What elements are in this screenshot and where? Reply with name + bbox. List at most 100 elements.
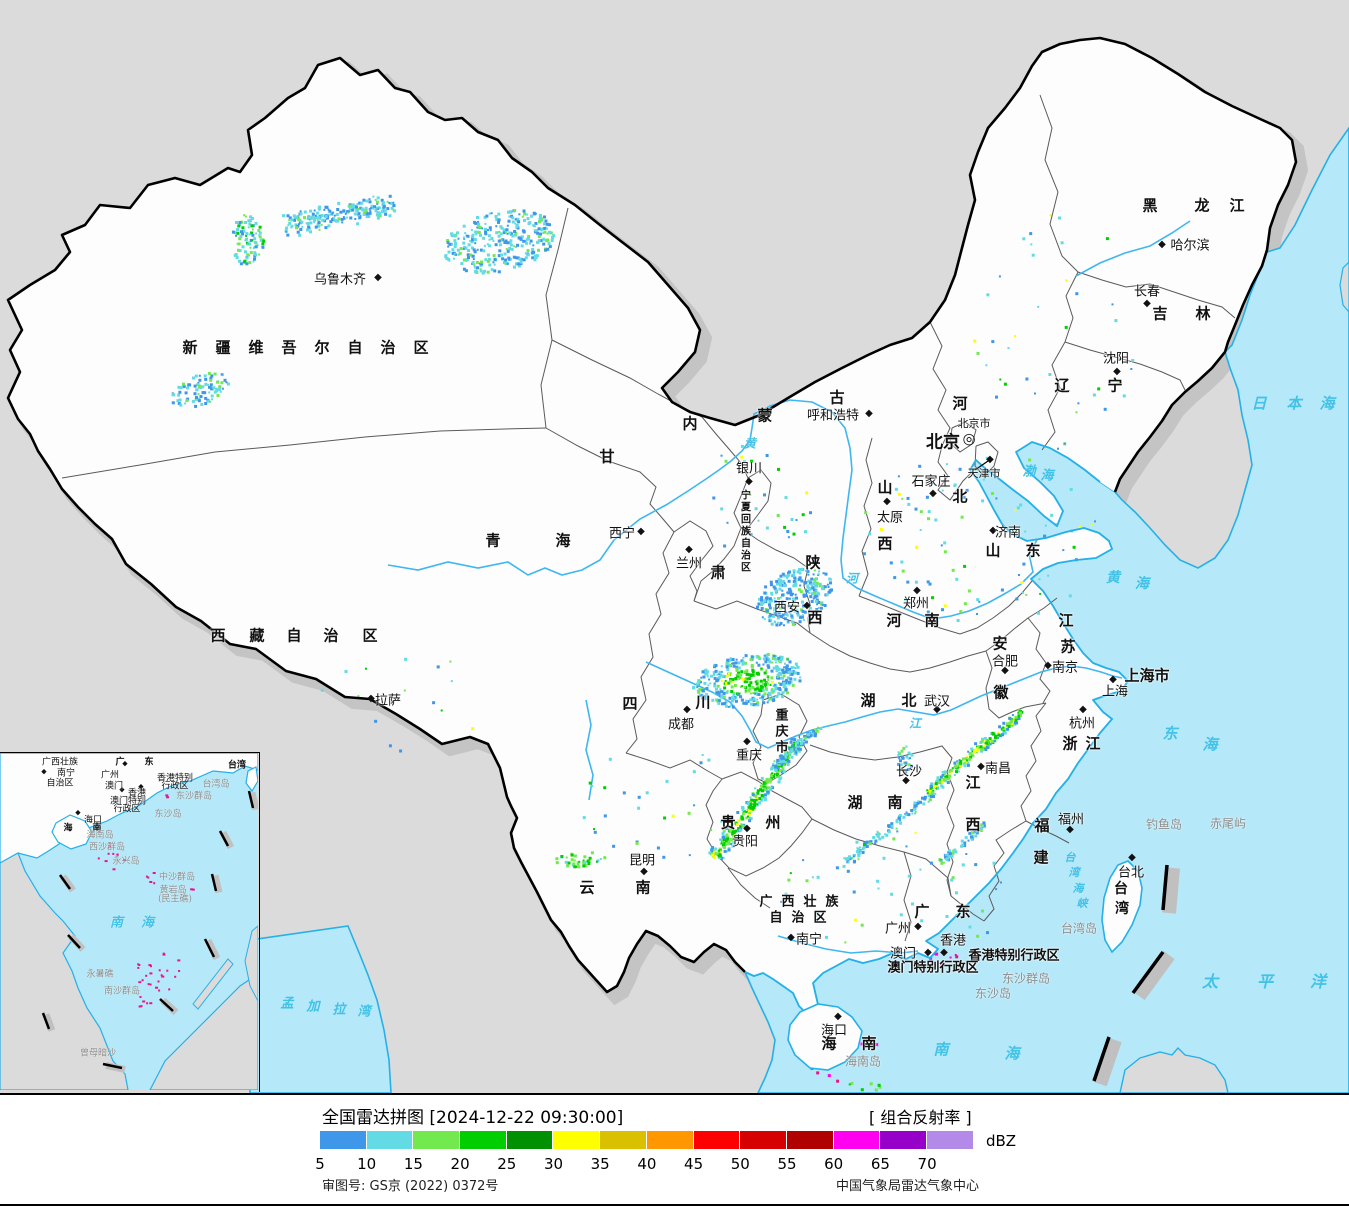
- radar-echo-cell: [346, 210, 350, 214]
- radar-echo-cell: [781, 579, 785, 583]
- radar-echo-cell: [247, 219, 251, 223]
- inset-island-mark: [140, 1005, 143, 1008]
- radar-echo-cell: [734, 661, 738, 665]
- radar-echo-cell: [233, 253, 237, 257]
- radar-echo-cell: [578, 860, 581, 863]
- radar-echo-cell: [943, 541, 947, 545]
- radar-echo-cell: [790, 614, 794, 618]
- radar-echo-cell: [967, 589, 971, 593]
- radar-echo-cell: [797, 749, 801, 753]
- radar-echo-cell: [720, 850, 723, 853]
- radar-echo-cell: [958, 467, 962, 471]
- radar-echo-cell: [209, 378, 213, 382]
- radar-echo-cell: [815, 581, 819, 585]
- radar-echo-cell: [663, 816, 667, 820]
- radar-echo-cell: [970, 753, 974, 757]
- radar-echo-cell: [811, 586, 815, 590]
- radar-echo-cell: [984, 742, 987, 745]
- radar-echo-cell: [474, 269, 478, 273]
- radar-echo-cell: [990, 740, 994, 743]
- radar-echo-cell: [789, 872, 792, 875]
- radar-echo-cell: [905, 755, 909, 759]
- radar-echo-cell: [350, 204, 354, 208]
- radar-echo-cell: [523, 212, 527, 216]
- radar-echo-cell: [755, 703, 758, 706]
- radar-echo-cell: [176, 399, 180, 403]
- radar-echo-cell: [751, 807, 755, 811]
- radar-echo-cell: [347, 210, 350, 213]
- radar-echo-cell: [901, 497, 904, 500]
- radar-echo-cell: [194, 404, 198, 408]
- radar-echo-cell: [351, 208, 355, 212]
- radar-echo-cell: [823, 604, 827, 607]
- radar-echo-cell: [305, 222, 308, 225]
- radar-echo-cell: [900, 749, 904, 753]
- radar-echo-cell: [718, 673, 721, 675]
- radar-echo-cell: [1049, 214, 1052, 217]
- inset-dash-shadow: [248, 791, 258, 811]
- radar-echo-cell: [489, 229, 492, 232]
- radar-echo-cell: [790, 593, 793, 597]
- radar-echo-cell: [944, 856, 946, 859]
- radar-echo-cell: [446, 239, 450, 242]
- radar-echo-cell: [296, 230, 300, 234]
- radar-echo-cell: [226, 382, 230, 386]
- radar-echo-cell: [862, 843, 866, 847]
- radar-echo-cell: [816, 875, 820, 879]
- radar-echo-cell: [790, 518, 794, 521]
- radar-echo-cell: [382, 205, 386, 209]
- radar-echo-cell: [936, 779, 939, 783]
- radar-echo-cell: [576, 863, 580, 867]
- radar-echo-cell: [369, 210, 372, 213]
- radar-echo-cell: [545, 239, 549, 243]
- radar-echo-cell: [724, 459, 728, 463]
- radar-echo-cell: [825, 593, 829, 597]
- radar-echo-cell: [757, 602, 761, 606]
- radar-echo-cell: [194, 374, 198, 378]
- radar-echo-cell: [897, 751, 900, 754]
- radar-echo-cell: [464, 269, 468, 273]
- radar-echo-cell: [985, 456, 989, 460]
- radar-echo-cell: [774, 769, 778, 772]
- radar-echo-cell: [377, 206, 381, 210]
- radar-echo-cell: [776, 616, 780, 620]
- radar-echo-cell: [207, 371, 211, 375]
- legend-color-block-10: [366, 1131, 414, 1149]
- radar-echo-cell: [791, 620, 795, 624]
- radar-echo-cell: [732, 827, 735, 829]
- radar-echo-cell: [255, 232, 258, 235]
- radar-echo-cell: [846, 857, 850, 860]
- radar-echo-cell: [380, 198, 384, 202]
- radar-echo-cell: [774, 661, 777, 664]
- radar-echo-cell: [212, 386, 216, 390]
- radar-echo-cell: [197, 382, 200, 384]
- radar-echo-cell: [741, 662, 745, 666]
- radar-echo-cell: [777, 659, 780, 662]
- radar-echo-cell: [193, 392, 197, 396]
- radar-echo-cell: [715, 691, 719, 695]
- radar-echo-cell: [741, 808, 745, 812]
- radar-echo-cell: [792, 670, 795, 674]
- radar-echo-cell: [713, 684, 717, 688]
- radar-echo-cell: [981, 737, 984, 741]
- radar-echo-cell: [953, 848, 957, 852]
- radar-echo-cell: [783, 584, 786, 588]
- radar-echo-cell: [810, 613, 813, 615]
- radar-echo-cell: [238, 221, 242, 224]
- radar-echo-cell: [331, 218, 334, 221]
- radar-echo-cell: [767, 597, 771, 601]
- radar-echo-cell: [1011, 718, 1014, 721]
- radar-echo-cell: [213, 390, 217, 394]
- radar-echo-cell: [730, 699, 734, 703]
- radar-echo-cell: [741, 677, 745, 681]
- radar-echo-cell: [959, 762, 963, 766]
- radar-echo-cell: [298, 233, 302, 237]
- radar-echo-cell: [722, 838, 726, 842]
- radar-echo-cell: [745, 672, 749, 676]
- radar-echo-cell: [778, 614, 782, 618]
- radar-echo-cell: [749, 800, 752, 803]
- radar-echo-cell: [728, 696, 732, 700]
- radar-echo-cell: [359, 206, 363, 210]
- radar-echo-cell: [956, 760, 959, 763]
- radar-echo-cell: [769, 774, 773, 778]
